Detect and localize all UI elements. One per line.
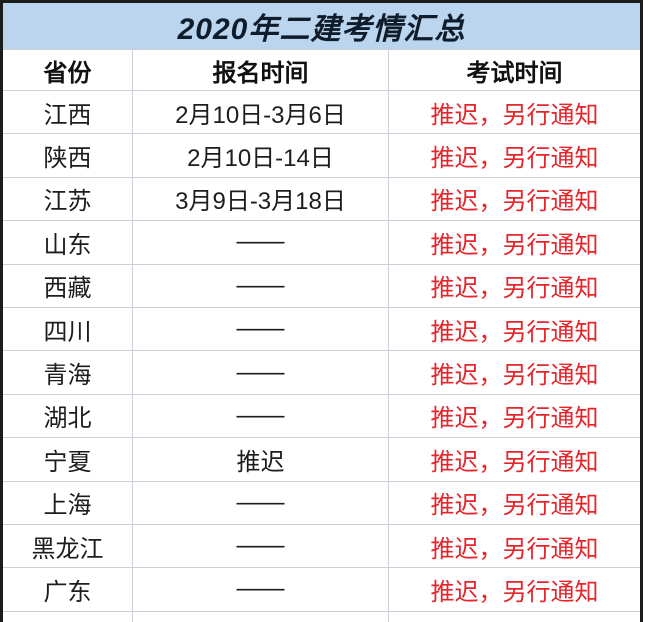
registration-time-cell: —— [133, 351, 389, 394]
table-row: 江苏 3月9日-3月18日 推迟，另行通知 [3, 177, 640, 222]
exam-time-cell [389, 612, 640, 622]
exam-time-cell: 推迟，另行通知 [430, 231, 599, 259]
table-row: 西藏 —— 推迟，另行通知 [3, 264, 640, 308]
registration-time-cell: —— [133, 524, 389, 568]
province-cell: 青海 [3, 351, 133, 394]
province-cell: 广东 [3, 568, 133, 611]
registration-time-cell: 2月10日-3月6日 [133, 91, 389, 134]
header-row: 省份 报名时间 考试时间 [3, 50, 640, 91]
exam-time-cell: 推迟，另行通知 [430, 492, 599, 520]
province-cell: 陕西 [3, 134, 133, 177]
table-row: 青海 —— 推迟，另行通知 [3, 351, 640, 395]
exam-time-cell: 推迟，另行通知 [430, 188, 599, 216]
table-row-partial [3, 611, 640, 622]
col-header-exam-time: 考试时间 [466, 59, 563, 87]
province-cell: 黑龙江 [3, 524, 133, 568]
table-row: 上海 —— 推迟，另行通知 [3, 481, 640, 525]
province-cell: 山东 [3, 221, 133, 264]
registration-time-cell [133, 611, 389, 622]
province-cell: 江西 [3, 91, 133, 134]
exam-time-cell: 推迟，另行通知 [430, 535, 599, 563]
col-header-province: 省份 [3, 50, 133, 90]
exam-time-cell: 推迟，另行通知 [430, 362, 599, 390]
registration-time-cell: —— [133, 394, 389, 438]
table-title: 2020年二建考情汇总 [3, 3, 640, 50]
registration-time-cell: —— [133, 568, 389, 611]
province-cell: 上海 [3, 481, 133, 524]
table-row: 广东 —— 推迟，另行通知 [3, 568, 640, 612]
exam-time-cell: 推迟，另行通知 [430, 145, 599, 173]
province-cell: 四川 [3, 307, 133, 351]
exam-time-cell: 推迟，另行通知 [430, 448, 599, 476]
table-body: 江西 2月10日-3月6日 推迟，另行通知 陕西 2月10日-14日 推迟，另行通知 江苏 3… [3, 91, 640, 622]
col-header-registration-time: 报名时间 [133, 50, 389, 90]
registration-time-cell: —— [133, 481, 389, 524]
registration-time-cell: —— [133, 307, 389, 351]
table-row: 湖北 —— 推迟，另行通知 [3, 394, 640, 439]
registration-time-cell: 2月10日-14日 [133, 134, 389, 177]
registration-time-cell: —— [133, 264, 389, 307]
table-row: 陕西 2月10日-14日 推迟，另行通知 [3, 134, 640, 178]
exam-time-cell: 推迟，另行通知 [430, 318, 599, 346]
province-cell: 西藏 [3, 264, 133, 307]
table-row: 宁夏 推迟 推迟，另行通知 [3, 438, 640, 482]
table-row: 江西 2月10日-3月6日 推迟，另行通知 [3, 91, 640, 135]
table-row: 黑龙江 —— 推迟，另行通知 [3, 524, 640, 569]
province-cell: 湖北 [3, 394, 133, 438]
exam-time-cell: 推迟，另行通知 [430, 578, 599, 606]
exam-time-cell: 推迟，另行通知 [430, 101, 599, 129]
province-cell: 宁夏 [3, 438, 133, 481]
table-row: 山东 —— 推迟，另行通知 [3, 221, 640, 265]
registration-time-cell: 推迟 [133, 438, 389, 481]
province-cell: 江苏 [3, 177, 133, 221]
exam-time-cell: 推迟，另行通知 [430, 275, 599, 303]
exam-time-cell: 推迟，另行通知 [430, 405, 599, 433]
table-row: 四川 —— 推迟，另行通知 [3, 307, 640, 352]
registration-time-cell: 3月9日-3月18日 [133, 177, 389, 221]
registration-time-cell: —— [133, 221, 389, 264]
province-cell [3, 611, 133, 622]
